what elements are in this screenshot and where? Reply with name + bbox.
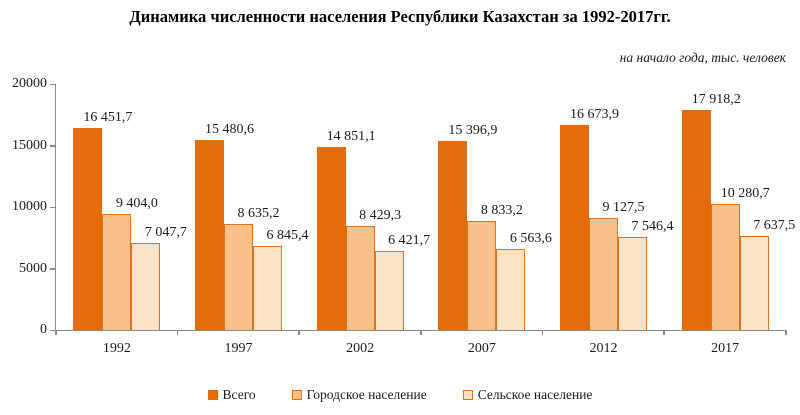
bar-2002-series-1 — [345, 226, 375, 330]
x-axis-category-label: 2007 — [467, 341, 496, 356]
legend-label-total: Всего — [222, 387, 256, 402]
bar-value-label: 6 563,6 — [509, 231, 552, 247]
bar-slot: 15 396,9 — [438, 84, 497, 330]
bar-value-label: 7 637,5 — [753, 218, 796, 234]
x-axis-category-label: 2012 — [589, 341, 618, 356]
x-axis-category-label: 2017 — [711, 341, 740, 356]
bar-slot: 14 851,1 — [316, 84, 376, 330]
legend-item-total: Всего — [207, 387, 256, 403]
bar-value-label: 14 851,1 — [326, 129, 376, 145]
bar-group-2017: 17 918,2 10 280,7 7 637,5 — [664, 84, 795, 330]
bar-group-2002: 14 851,1 8 429,3 6 421,7 — [299, 84, 430, 330]
legend-swatch-urban — [291, 390, 302, 400]
chart-legend: Всего Городское население Сельское насел… — [0, 387, 800, 403]
bar-value-label: 7 546,4 — [631, 219, 674, 235]
plot-area: 16 451,7 9 404,0 7 047,7 15 480,6 8 635,2 6 8… — [12, 77, 795, 357]
bar-slot: 7 546,4 — [618, 84, 674, 330]
legend-item-rural: Сельское население — [462, 387, 593, 403]
bar-value-label: 15 396,9 — [448, 122, 498, 138]
y-axis-tick — [50, 329, 56, 331]
bar-slot: 7 637,5 — [739, 84, 795, 330]
x-axis-category-label: 1992 — [102, 341, 131, 356]
bar-1997-series-1 — [224, 223, 253, 330]
y-axis-tick — [50, 145, 56, 147]
bar-value-label: 8 635,2 — [237, 205, 280, 221]
y-axis-tick-label: 20000 — [12, 76, 47, 91]
bar-1997-series-0 — [195, 139, 224, 330]
bar-value-label: 15 480,6 — [205, 121, 254, 137]
x-axis-tick — [176, 330, 179, 335]
legend-swatch-total — [207, 390, 218, 400]
x-axis-tick — [298, 330, 300, 335]
bar-2002-series-0 — [316, 147, 346, 330]
x-axis-tick — [663, 330, 665, 335]
y-axis-tick — [50, 83, 56, 85]
bar-slot: 7 047,7 — [131, 84, 187, 330]
bar-group-1997: 15 480,6 8 635,2 6 845,4 — [178, 84, 309, 330]
legend-swatch-rural — [462, 390, 473, 400]
bar-group-2012: 16 673,9 9 127,5 7 546,4 — [543, 84, 674, 330]
chart-title: Динамика численности населения Республик… — [129, 7, 671, 26]
x-axis-category-label: 1997 — [224, 341, 253, 356]
bar-2012-series-1 — [589, 217, 619, 330]
bar-1997-series-2 — [253, 245, 282, 330]
chart-subtitle: на начало года, тыс. человек — [619, 50, 786, 65]
x-axis-tick — [785, 330, 787, 335]
bar-value-label: 17 918,2 — [691, 91, 741, 107]
bar-slot: 8 635,2 — [224, 84, 280, 330]
y-axis-tick — [50, 268, 56, 270]
bar-slot: 6 421,7 — [374, 84, 430, 330]
bar-group-2007: 15 396,9 8 833,2 6 563,6 — [421, 84, 552, 330]
x-axis-tick — [55, 330, 57, 335]
bar-value-label: 9 127,5 — [602, 199, 645, 215]
bar-groups: 16 451,7 9 404,0 7 047,7 15 480,6 8 635,2 6 8… — [56, 84, 795, 330]
bar-value-label: 6 421,7 — [388, 233, 431, 249]
bar-value-label: 16 451,7 — [83, 109, 133, 125]
bar-value-label: 9 404,0 — [115, 196, 158, 212]
bar-slot: 15 480,6 — [195, 84, 254, 330]
legend-label-urban: Городское население — [306, 387, 427, 402]
bar-1992-series-1 — [102, 214, 132, 330]
bar-slot: 9 404,0 — [102, 84, 158, 330]
bar-slot: 10 280,7 — [710, 84, 770, 330]
bar-slot: 8 429,3 — [345, 84, 401, 330]
bar-2017-series-0 — [681, 109, 711, 330]
bar-slot: 8 833,2 — [467, 84, 523, 330]
bar-1992-series-0 — [73, 127, 103, 330]
bar-2007-series-1 — [467, 221, 497, 330]
y-axis-tick-label: 5000 — [19, 260, 47, 276]
y-axis-tick-label: 0 — [40, 322, 47, 337]
bar-2012-series-2 — [618, 237, 648, 330]
bar-slot: 16 673,9 — [560, 84, 619, 330]
bar-slot: 6 845,4 — [253, 84, 309, 330]
legend-item-urban: Городское население — [291, 387, 427, 403]
bar-2007-series-2 — [496, 249, 526, 330]
bar-slot: 16 451,7 — [73, 84, 132, 330]
bar-group-1992: 16 451,7 9 404,0 7 047,7 — [56, 84, 187, 330]
x-axis-tick — [541, 330, 544, 335]
x-axis-category-label: 2002 — [346, 341, 375, 356]
bar-2007-series-0 — [438, 140, 468, 330]
bar-slot: 6 563,6 — [496, 84, 552, 330]
bar-value-label: 8 833,2 — [480, 203, 523, 219]
bar-2012-series-0 — [560, 124, 590, 330]
y-axis-tick — [50, 206, 56, 208]
bar-value-label: 6 845,4 — [266, 227, 309, 243]
bar-slot: 17 918,2 — [681, 84, 741, 330]
bar-2017-series-2 — [739, 236, 769, 330]
x-axis-tick — [420, 330, 422, 335]
bar-value-label: 16 673,9 — [570, 106, 620, 122]
bar-value-label: 10 280,7 — [720, 185, 770, 201]
y-axis-tick-label: 15000 — [12, 137, 47, 153]
bar-1992-series-2 — [131, 243, 161, 330]
y-axis-tick-label: 10000 — [12, 199, 47, 214]
bar-slot: 9 127,5 — [589, 84, 645, 330]
bar-value-label: 8 429,3 — [359, 208, 402, 224]
bar-2002-series-2 — [374, 251, 404, 330]
bar-2017-series-1 — [710, 203, 740, 330]
legend-label-rural: Сельское население — [477, 387, 593, 402]
bar-value-label: 7 047,7 — [144, 225, 187, 241]
